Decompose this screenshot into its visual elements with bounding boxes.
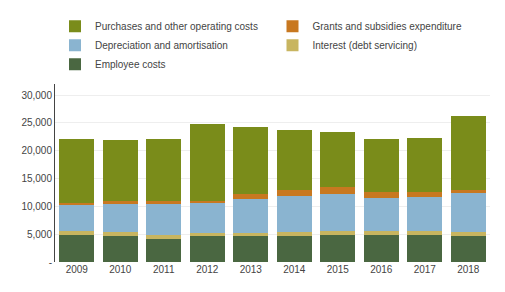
svg-text:2011: 2011 <box>153 264 175 275</box>
svg-text:2016: 2016 <box>370 264 393 275</box>
svg-text:2018: 2018 <box>457 264 480 275</box>
svg-text:10,000: 10,000 <box>21 201 52 212</box>
svg-text:2015: 2015 <box>327 264 350 275</box>
svg-text:2009: 2009 <box>66 264 89 275</box>
svg-text:Grants and subsidies expenditu: Grants and subsidies expenditure <box>313 21 462 32</box>
svg-text:15,000: 15,000 <box>21 173 52 184</box>
svg-text:5,000: 5,000 <box>27 229 52 240</box>
svg-text:2010: 2010 <box>109 264 132 275</box>
svg-text:2017: 2017 <box>414 264 437 275</box>
svg-text:Purchases and other operating: Purchases and other operating costs <box>95 21 258 32</box>
svg-text:20,000: 20,000 <box>21 145 52 156</box>
svg-text:30,000: 30,000 <box>21 90 52 101</box>
svg-text:Interest (debt servicing): Interest (debt servicing) <box>313 40 418 51</box>
svg-text:Depreciation and amortisation: Depreciation and amortisation <box>95 40 228 51</box>
svg-text:2013: 2013 <box>240 264 263 275</box>
svg-text:-: - <box>49 257 52 268</box>
svg-text:25,000: 25,000 <box>21 117 52 128</box>
svg-text:Employee costs: Employee costs <box>95 59 166 70</box>
svg-text:2012: 2012 <box>196 264 219 275</box>
svg-text:2014: 2014 <box>283 264 306 275</box>
